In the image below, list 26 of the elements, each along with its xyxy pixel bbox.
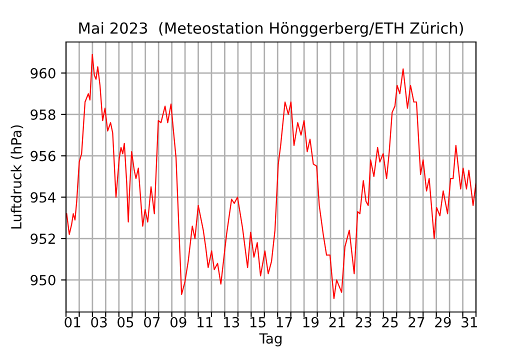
x-tick-label: 29 [435,316,451,328]
y-tick-label: 956 [30,150,56,162]
x-tick-label: 19 [303,316,319,328]
y-axis-title: Luftdruck (hPa) [10,125,24,228]
x-tick-label: 17 [276,317,292,328]
x-tick-label: 27 [408,316,424,328]
x-tick-label: 21 [329,316,345,328]
x-tick-label: 23 [356,316,372,328]
y-tick-label: 958 [30,109,56,120]
x-tick-label: 01 [64,316,80,328]
x-tick-label: 05 [118,316,134,328]
y-tick-label: 952 [30,234,55,244]
x-tick-label: 31 [462,316,477,328]
x-tick-label: 07 [144,316,160,328]
x-tick-label: 15 [250,317,266,328]
chart-title: Mai 2023 (Meteostation Hönggerberg/ETH Zürich) [79,22,463,37]
x-tick-label: 03 [91,316,107,328]
x-tick-label: 13 [224,316,240,328]
y-tick-label: 954 [30,192,56,203]
x-tick-label: 09 [170,316,186,328]
x-tick-label: 11 [198,317,212,328]
line-series [66,54,476,300]
x-tick-label: 25 [382,316,398,328]
x-axis-title: Tag [259,333,282,346]
y-tick-label: 950 [30,274,56,286]
y-tick-label: 960 [30,68,56,79]
